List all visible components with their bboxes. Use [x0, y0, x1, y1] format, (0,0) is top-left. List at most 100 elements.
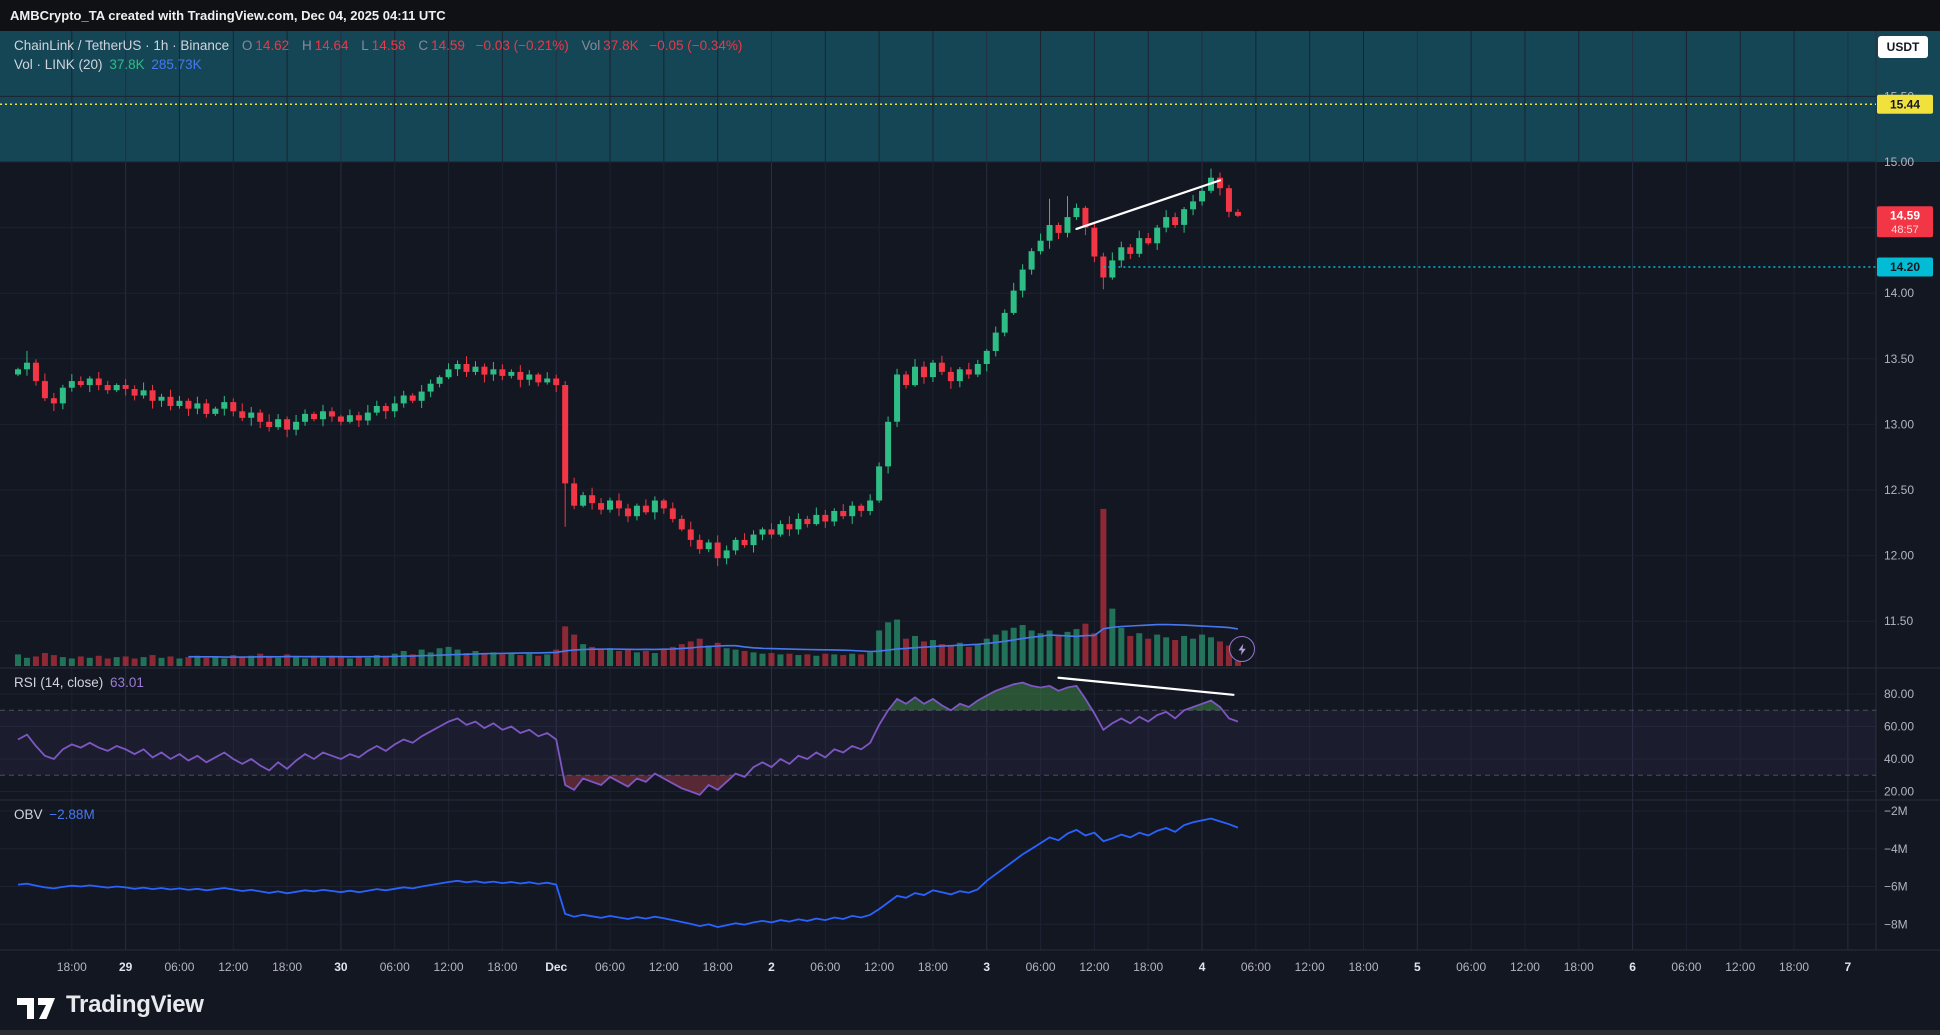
ohlc-close-label: C — [418, 38, 429, 53]
obv-line[interactable] — [17, 817, 1239, 929]
svg-text:18:00: 18:00 — [1564, 960, 1594, 974]
currency-toggle-button[interactable]: USDT — [1878, 36, 1928, 58]
svg-text:06:00: 06:00 — [1671, 960, 1701, 974]
svg-text:14.59: 14.59 — [1890, 208, 1920, 222]
svg-text:2: 2 — [768, 960, 775, 974]
grid-layer — [0, 31, 1876, 950]
obv-value: −2.88M — [49, 807, 95, 822]
lightning-icon — [1237, 643, 1246, 655]
svg-text:Dec: Dec — [545, 960, 567, 974]
rsi-value: 63.01 — [110, 675, 144, 690]
svg-text:6: 6 — [1629, 960, 1636, 974]
svg-text:−6M: −6M — [1884, 880, 1908, 894]
symbol-legend[interactable]: ChainLink / TetherUS · 1h · Binance O 14.… — [14, 37, 742, 55]
svg-text:12:00: 12:00 — [1725, 960, 1755, 974]
ohlc-open-label: O — [241, 38, 253, 53]
svg-text:14.20: 14.20 — [1890, 260, 1920, 274]
svg-text:−2M: −2M — [1884, 804, 1908, 818]
obv-legend[interactable]: OBV −2.88M — [14, 806, 95, 824]
ohlc-high-label: H — [301, 38, 312, 53]
bottom-edge — [0, 1030, 1940, 1035]
rsi-line[interactable] — [17, 681, 1239, 796]
svg-text:13.50: 13.50 — [1884, 352, 1914, 366]
price-change: −0.03 (−0.21%) — [475, 38, 569, 53]
tradingview-logo-icon — [17, 998, 55, 1019]
svg-text:−4M: −4M — [1884, 842, 1908, 856]
ohlc-close-value: 14.59 — [431, 38, 465, 53]
volume-layer — [15, 508, 1241, 666]
svg-text:12.50: 12.50 — [1884, 483, 1914, 497]
svg-text:12:00: 12:00 — [864, 960, 894, 974]
vol-change: −0.05 (−0.34%) — [649, 38, 743, 53]
svg-text:06:00: 06:00 — [1241, 960, 1271, 974]
svg-text:18:00: 18:00 — [487, 960, 517, 974]
yellow-price-label[interactable]: 15.44 — [1877, 94, 1933, 114]
candles-layer — [15, 168, 1241, 567]
svg-text:18:00: 18:00 — [57, 960, 87, 974]
svg-text:12:00: 12:00 — [1295, 960, 1325, 974]
svg-text:4: 4 — [1199, 960, 1206, 974]
svg-text:14.00: 14.00 — [1884, 286, 1914, 300]
svg-text:06:00: 06:00 — [164, 960, 194, 974]
rsi-layer — [0, 682, 1876, 795]
svg-text:18:00: 18:00 — [272, 960, 302, 974]
svg-text:18:00: 18:00 — [1133, 960, 1163, 974]
svg-text:29: 29 — [119, 960, 133, 974]
rsi-trendline[interactable] — [1057, 676, 1235, 696]
svg-text:06:00: 06:00 — [595, 960, 625, 974]
symbol-title: ChainLink / TetherUS · 1h · Binance — [14, 38, 230, 53]
attribution-bar: AMBCrypto_TA created with TradingView.co… — [0, 0, 1940, 31]
pane-separators — [0, 31, 1940, 951]
cyan-price-label[interactable]: 14.20 — [1877, 257, 1933, 277]
svg-text:48:57: 48:57 — [1891, 224, 1919, 236]
tradingview-logo-text: TradingView — [66, 991, 204, 1018]
svg-text:12:00: 12:00 — [649, 960, 679, 974]
svg-text:11.50: 11.50 — [1884, 614, 1913, 628]
svg-text:20.00: 20.00 — [1884, 785, 1914, 799]
svg-text:12:00: 12:00 — [218, 960, 248, 974]
svg-text:18:00: 18:00 — [703, 960, 733, 974]
svg-text:18:00: 18:00 — [1779, 960, 1809, 974]
quick-trade-button[interactable] — [1229, 636, 1255, 662]
svg-text:06:00: 06:00 — [1026, 960, 1056, 974]
svg-text:40.00: 40.00 — [1884, 752, 1914, 766]
svg-text:−8M: −8M — [1884, 917, 1908, 931]
svg-text:30: 30 — [334, 960, 348, 974]
ohlc-low-value: 14.58 — [371, 38, 406, 53]
svg-text:3: 3 — [983, 960, 990, 974]
svg-text:18:00: 18:00 — [918, 960, 948, 974]
volume-indicator-title: Vol · LINK (20) — [14, 57, 103, 72]
last-price-label[interactable]: 14.59 48:57 — [1877, 206, 1933, 238]
svg-text:12:00: 12:00 — [1510, 960, 1540, 974]
svg-text:12.00: 12.00 — [1884, 549, 1914, 563]
svg-text:18:00: 18:00 — [1348, 960, 1378, 974]
ohlc-high-value: 14.64 — [314, 38, 349, 53]
attribution-text: AMBCrypto_TA created with TradingView.co… — [10, 8, 446, 23]
rsi-legend[interactable]: RSI (14, close) 63.01 — [14, 674, 144, 692]
svg-text:15.44: 15.44 — [1890, 97, 1920, 111]
ohlc-open-value: 14.62 — [255, 38, 290, 53]
obv-title: OBV — [14, 807, 43, 822]
svg-text:12:00: 12:00 — [1079, 960, 1109, 974]
rsi-title: RSI (14, close) — [14, 675, 104, 690]
svg-text:12:00: 12:00 — [434, 960, 464, 974]
price-trendline[interactable] — [1075, 179, 1222, 231]
svg-text:06:00: 06:00 — [380, 960, 410, 974]
svg-text:80.00: 80.00 — [1884, 687, 1914, 701]
volume-ma-line[interactable] — [188, 623, 1239, 658]
svg-text:06:00: 06:00 — [810, 960, 840, 974]
svg-text:06:00: 06:00 — [1456, 960, 1486, 974]
svg-text:5: 5 — [1414, 960, 1421, 974]
volume-ma-value: 285.73K — [151, 57, 202, 72]
time-axis[interactable]: 18:00 29 06:00 12:00 18:00 30 06:00 12:00 18:00 D… — [57, 960, 1852, 974]
volume-indicator-value: 37.8K — [109, 57, 145, 72]
svg-text:60.00: 60.00 — [1884, 720, 1914, 734]
vol-label: Vol — [581, 38, 601, 53]
svg-text:15.00: 15.00 — [1884, 155, 1914, 169]
volume-indicator-legend[interactable]: Vol · LINK (20) 37.8K 285.73K — [14, 56, 202, 74]
ohlc-low-label: L — [361, 38, 369, 53]
svg-text:7: 7 — [1845, 960, 1852, 974]
tradingview-logo[interactable]: TradingView — [16, 990, 204, 1020]
